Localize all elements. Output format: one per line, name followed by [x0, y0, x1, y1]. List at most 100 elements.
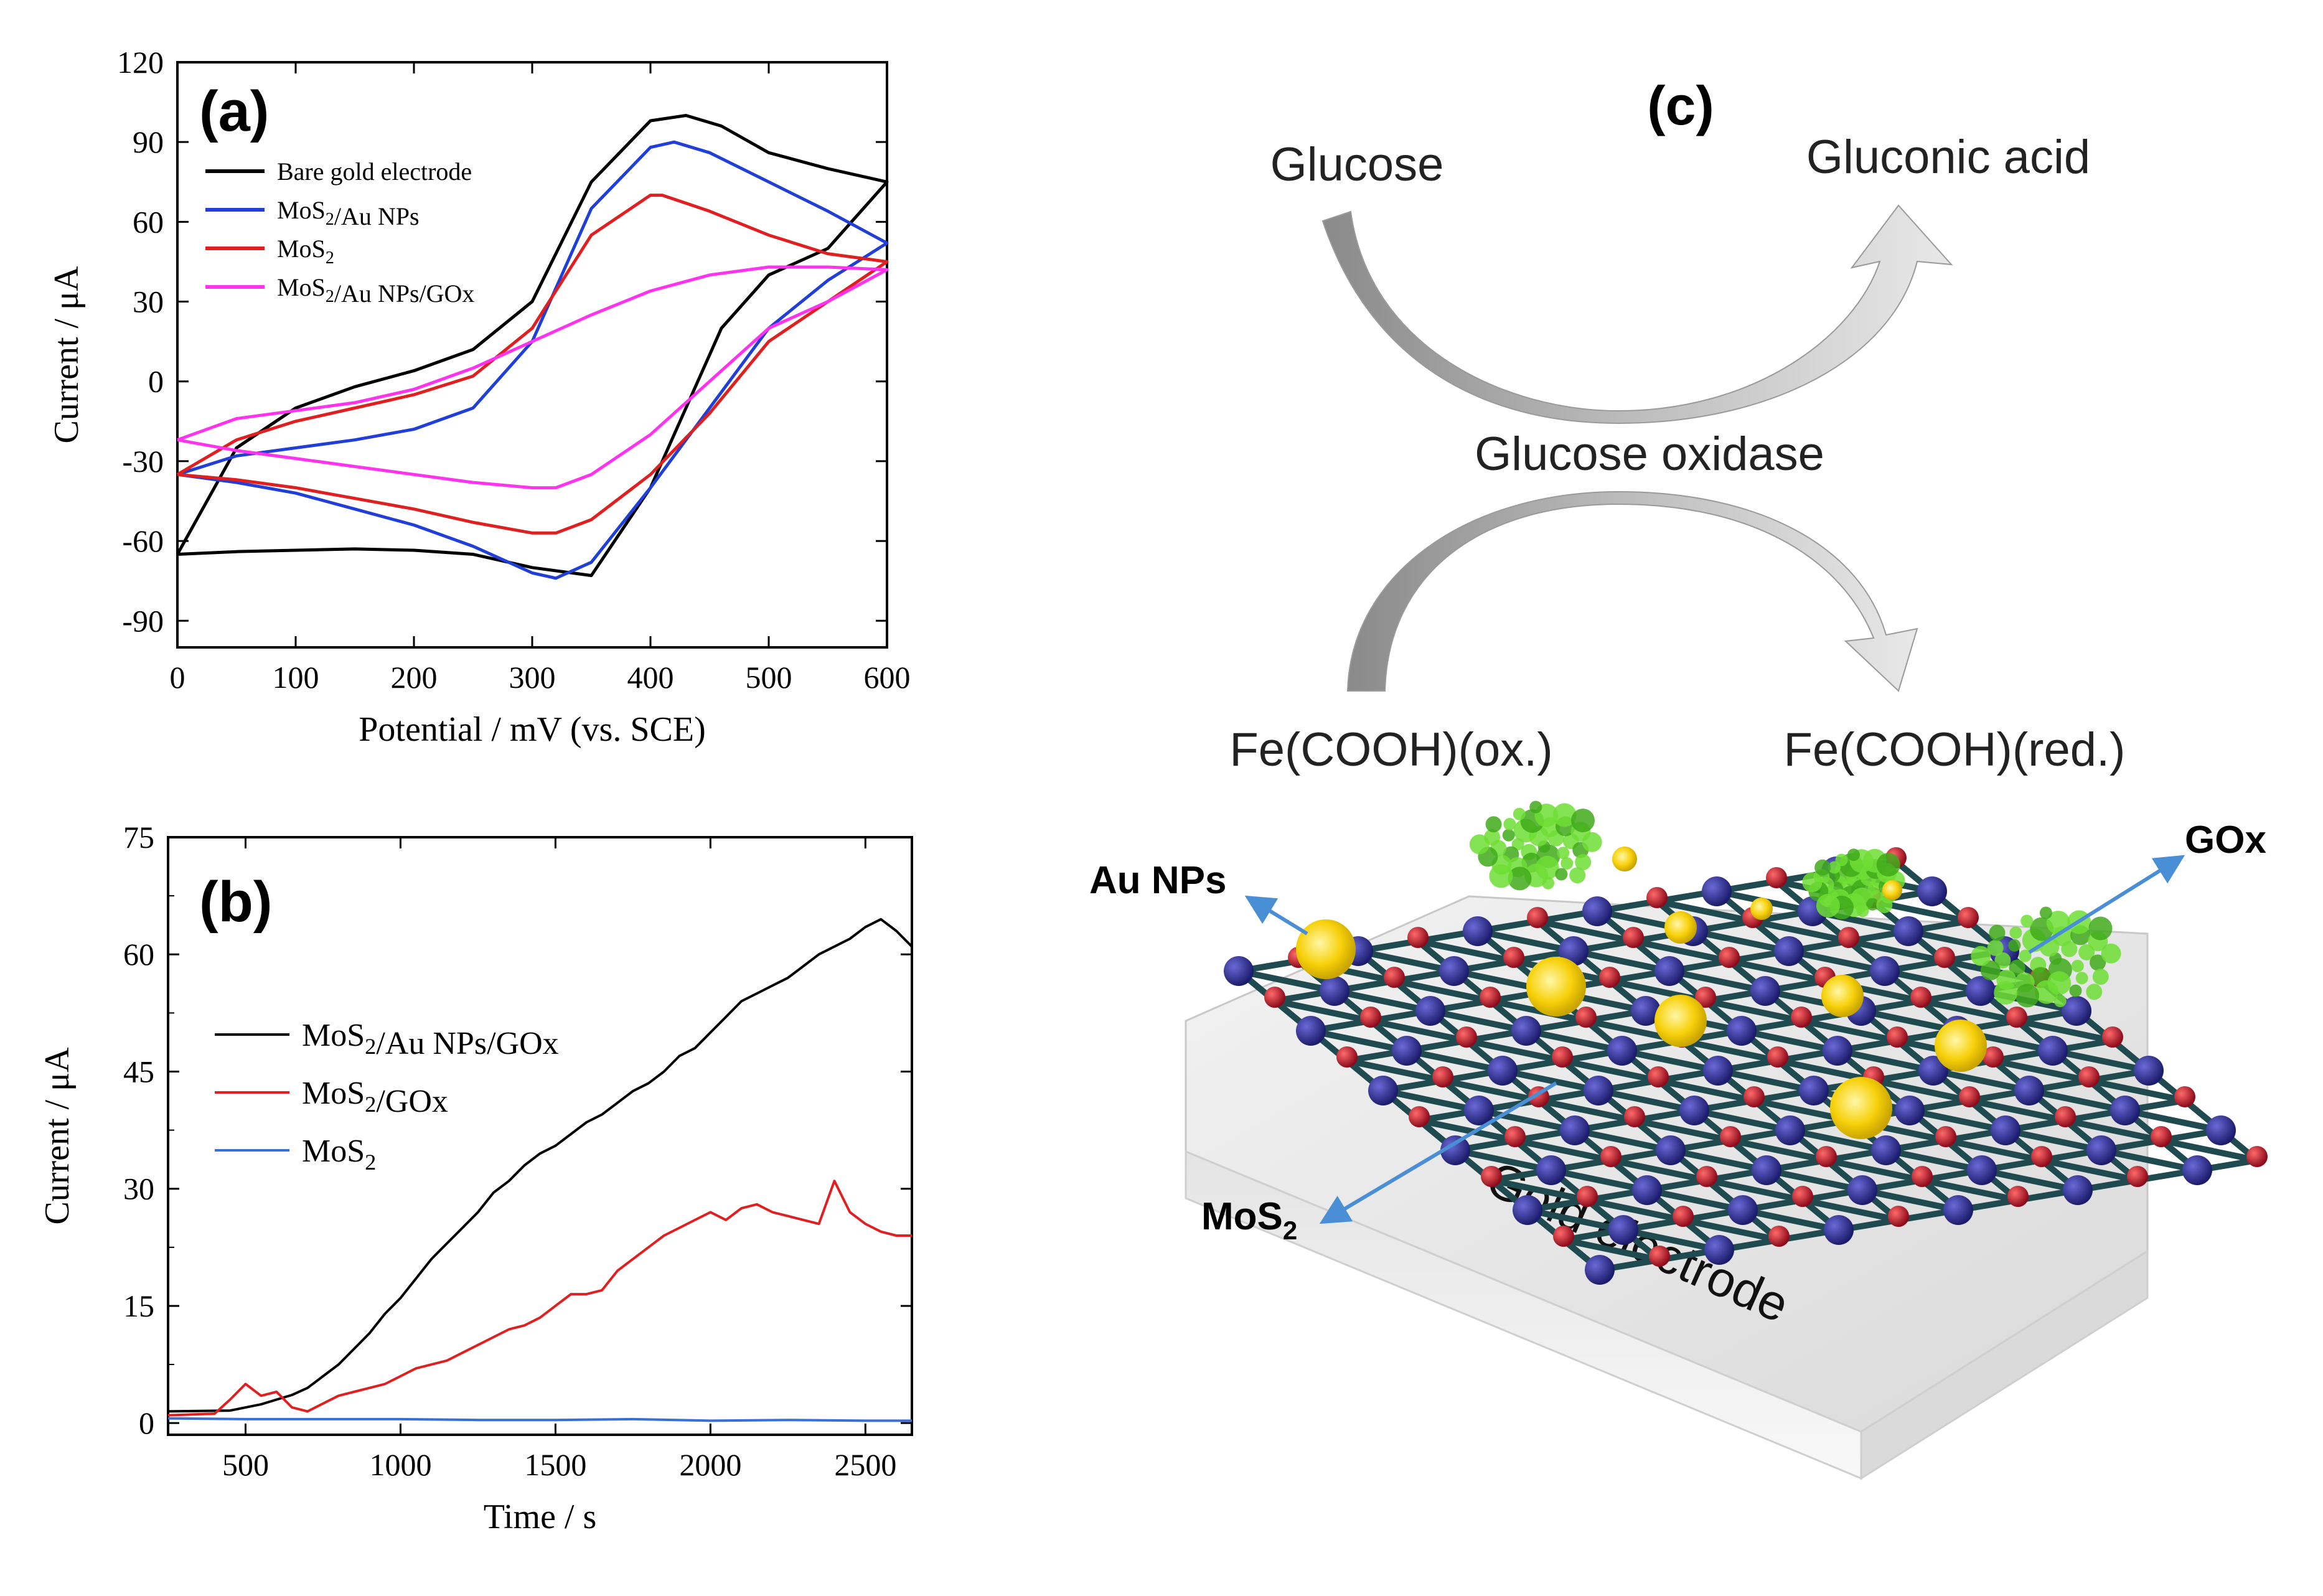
mo-atom [1585, 1255, 1615, 1285]
gold-electrode-block-side [1860, 1249, 2149, 1480]
s-atom [1577, 1186, 1598, 1207]
mo-atom [2014, 1076, 2044, 1105]
gox-protein-fragment [2009, 959, 2025, 976]
mo-atom [1608, 1215, 1638, 1245]
s-atom [1720, 1126, 1741, 1147]
b-x-tick-label: 500 [222, 1447, 269, 1482]
s-atom [1527, 907, 1548, 928]
au-nanoparticle [1654, 995, 1707, 1047]
a-y-tick-label: 30 [133, 284, 164, 319]
a-x-tick-label: 100 [273, 660, 319, 695]
lattice-bond [2122, 1107, 2224, 1134]
mos2-lattice [1224, 800, 2268, 1285]
panel-a-x-axis-label: Potential / mV (vs. SCE) [359, 710, 705, 749]
panel-a-series [176, 114, 889, 580]
a-legend-label-mos2-au-nps: MoS2/Au NPs [277, 196, 420, 230]
lattice-bond [1631, 1117, 1734, 1143]
mo-atom [1631, 996, 1661, 1026]
s-atom [1360, 1007, 1381, 1028]
s-atom [1767, 1046, 1788, 1068]
s-atom [2078, 1066, 2100, 1087]
a-series-mos2 [176, 194, 889, 535]
gox-protein-fragment [1542, 876, 1555, 890]
gox-protein-fragment [1994, 980, 2018, 1005]
s-atom [1623, 927, 1644, 948]
lattice-bond [1679, 1038, 1781, 1064]
lattice-bond [1691, 1107, 1793, 1134]
lattice-bond [1355, 948, 1457, 974]
b-y-tick-label: 0 [139, 1406, 154, 1440]
mo-atom [1463, 916, 1493, 946]
a-series-mos2-au-nps [177, 140, 889, 580]
gox-protein-fragment [1980, 960, 2001, 980]
mo-atom [1654, 956, 1684, 986]
gox-protein-fragment [1856, 904, 1869, 918]
mo-atom [1824, 1215, 1854, 1245]
mo-atom [2038, 1036, 2068, 1066]
gox-protein-fragment [2071, 959, 2084, 972]
panel-b-series [167, 918, 913, 1422]
gox-protein-fragment [1989, 924, 2006, 941]
a-y-tick-label: 60 [133, 204, 164, 239]
au-nanoparticle [1612, 847, 1637, 871]
lattice-bond [1702, 998, 1804, 1024]
au-nanoparticle [1935, 1020, 1987, 1072]
mo-atom [1511, 1016, 1541, 1046]
gox-protein-fragment [2008, 939, 2021, 952]
a-series-mos2-au-nps-gox [177, 265, 889, 490]
mo-atom [1392, 1036, 1422, 1066]
s-atom [1599, 967, 1620, 988]
mo-atom [1870, 956, 1900, 986]
mo-atom [1917, 876, 1947, 906]
mo-atom [2110, 1096, 2140, 1125]
lattice-bond [1236, 968, 1338, 994]
lattice-atoms [1224, 847, 2268, 1285]
panel-b-ticks: 500 1000 1500 2000 2500 0 15 30 45 60 75 [123, 820, 912, 1482]
gox-protein-fragment [1571, 809, 1595, 833]
mo-atom [1728, 1195, 1758, 1225]
fe-ox-label: Fe(COOH)(ox.) [1229, 723, 1552, 776]
gox-protein-fragment [1987, 939, 2004, 956]
gox-protein-fragment [2090, 954, 2106, 971]
mo-atom [1847, 1175, 1877, 1205]
mo-atom [1320, 976, 1349, 1006]
lattice-bond [1559, 1058, 1661, 1084]
s-atom [1910, 987, 1931, 1008]
mo-atom [1368, 1076, 1398, 1105]
gox-protein-fragment [2086, 983, 2103, 1000]
au-nanoparticle [1664, 911, 1697, 944]
mo-atom [1871, 1135, 1901, 1165]
mo-atom [1584, 1076, 1613, 1105]
gox-pointer-arrow [2028, 855, 2185, 954]
lattice-bond [1524, 1207, 1626, 1233]
lattice-bond [1404, 1048, 1506, 1074]
s-atom [1912, 1166, 1933, 1187]
panel-a-plot-frame [176, 61, 888, 649]
lattice-bond [1415, 938, 1517, 964]
lattice-bond [1727, 1137, 1829, 1163]
lattice-bond [1548, 1167, 1650, 1193]
panel-b-x-axis-label: Time / s [484, 1498, 597, 1536]
lattice-bond [1331, 988, 1434, 1014]
gox-protein-fragment [1847, 848, 1860, 861]
gox-protein-fragment [2075, 972, 2088, 985]
gox-protein-fragment [1557, 847, 1570, 860]
s-atom [1575, 1007, 1597, 1028]
lattice-bond [2026, 1087, 2128, 1114]
lattice-bond [1943, 1137, 2045, 1163]
gox-protein-fragment [1552, 803, 1577, 827]
lattice-bond [2002, 1127, 2105, 1153]
a-legend-label-mos2: MoS2 [277, 235, 334, 268]
s-atom [1600, 1146, 1621, 1167]
b-legend-label-mos2-au-nps-gox: MoS2/Au NPs/GOx [302, 1018, 559, 1061]
lattice-bond [1834, 1048, 1936, 1074]
fe-red-label: Fe(COOH)(red.) [1784, 723, 2126, 776]
gox-protein-fragment [1513, 807, 1526, 820]
s-atom [1887, 1026, 1908, 1048]
lattice-bond [1739, 1028, 1841, 1054]
mo-atom [1440, 1135, 1470, 1165]
gox-protein-fragment [1529, 800, 1542, 814]
lattice-bond [1918, 998, 2020, 1024]
b-legend-label-mos2-gox: MoS2/GOx [302, 1076, 448, 1119]
